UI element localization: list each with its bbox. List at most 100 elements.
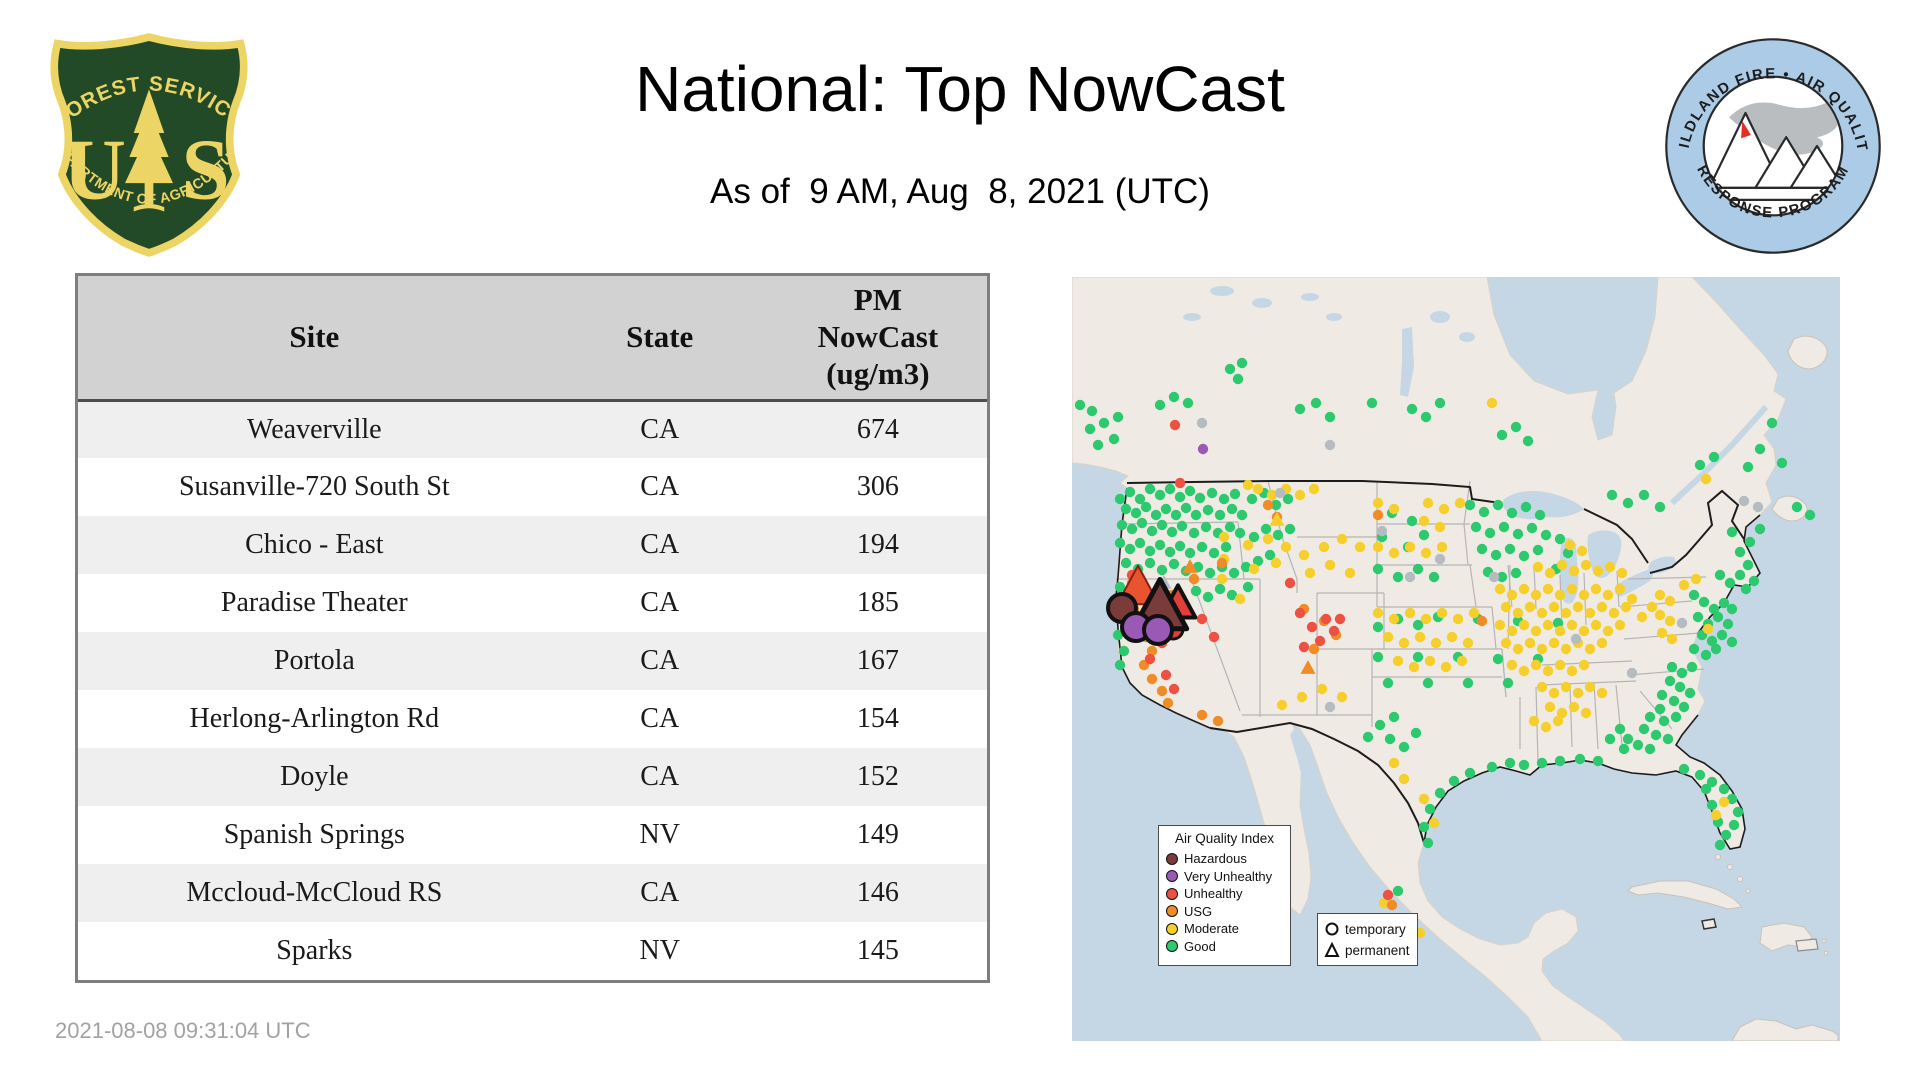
map-dot bbox=[1638, 723, 1650, 735]
site-cell: Spanish Springs bbox=[223, 819, 405, 850]
map-dot bbox=[1200, 521, 1212, 533]
map-dot bbox=[1404, 607, 1416, 619]
map-dot bbox=[1398, 741, 1410, 753]
map-dot bbox=[1334, 613, 1346, 625]
map-dot bbox=[1392, 571, 1404, 583]
map-triangle-dot bbox=[1182, 558, 1198, 573]
map-dot bbox=[1306, 621, 1318, 633]
map-dot bbox=[1654, 589, 1666, 601]
map-dot bbox=[1502, 677, 1514, 689]
map-dot bbox=[1560, 607, 1572, 619]
map-dot bbox=[1540, 529, 1552, 541]
map-dot bbox=[1496, 571, 1508, 583]
map-dot bbox=[1754, 523, 1766, 535]
map-dot bbox=[1548, 601, 1560, 613]
state-cell: NV bbox=[639, 819, 680, 850]
map-dot bbox=[1726, 793, 1738, 805]
aqi-legend-label: Unhealthy bbox=[1184, 886, 1243, 902]
map-dot bbox=[1314, 635, 1326, 647]
table-row: Doyle CA 152 bbox=[78, 748, 987, 806]
map-dot bbox=[1324, 559, 1336, 571]
map-dot bbox=[1218, 531, 1230, 543]
map-dot bbox=[1270, 557, 1282, 569]
map-dot bbox=[1776, 457, 1788, 469]
map-dot bbox=[1262, 499, 1274, 511]
aqi-legend: Air Quality Index Hazardous Very Unhealth… bbox=[1158, 825, 1291, 966]
map-dot bbox=[1700, 783, 1712, 795]
page-title: National: Top NowCast bbox=[635, 53, 1285, 125]
map-dot bbox=[1536, 643, 1548, 655]
map-dot bbox=[1766, 417, 1778, 429]
usg-swatch-icon bbox=[1166, 905, 1178, 918]
map-dot bbox=[1388, 503, 1400, 515]
map-dot bbox=[1120, 503, 1132, 515]
aqi-legend-item: Moderate bbox=[1166, 920, 1283, 938]
map-dot bbox=[1486, 397, 1498, 409]
site-cell: Susanville-720 South St bbox=[178, 471, 450, 502]
map-dot bbox=[1146, 645, 1158, 657]
aqi-legend-label: Good bbox=[1184, 938, 1216, 954]
map-dot bbox=[1622, 733, 1634, 745]
map-dot bbox=[1644, 711, 1656, 723]
map-dot bbox=[1536, 757, 1548, 769]
map-dot bbox=[1524, 601, 1536, 613]
map-dot bbox=[1596, 687, 1608, 699]
site-cell: Paradise Theater bbox=[220, 587, 408, 618]
map-dot bbox=[1170, 509, 1182, 521]
permanent-triangle-icon bbox=[1324, 942, 1340, 957]
map-dot bbox=[1700, 649, 1712, 661]
wfaqrp-badge: WILDLAND FIRE • AIR QUALITY RESPONSE PRO… bbox=[1655, 24, 1881, 254]
map-dot bbox=[1324, 411, 1336, 423]
map-dot bbox=[1726, 526, 1738, 538]
map-dot bbox=[1748, 575, 1760, 587]
map-dot bbox=[1504, 757, 1516, 769]
map-dot bbox=[1470, 521, 1482, 533]
map-dot bbox=[1168, 683, 1180, 695]
map-dot bbox=[1130, 507, 1142, 519]
map-dot bbox=[1112, 629, 1124, 641]
map-dot bbox=[1584, 681, 1596, 693]
map-dot bbox=[1568, 701, 1580, 713]
map-dot bbox=[1584, 643, 1596, 655]
table-row: Mccloud-McCloud RS CA 146 bbox=[78, 864, 987, 922]
map-dot bbox=[1156, 564, 1168, 576]
map-dot bbox=[1420, 547, 1432, 559]
map-dot bbox=[1740, 583, 1752, 595]
map-dot bbox=[1510, 421, 1522, 433]
map-dot bbox=[1702, 623, 1714, 635]
map-dot bbox=[1556, 559, 1568, 571]
map-dot bbox=[1252, 483, 1264, 495]
map-dot bbox=[1422, 837, 1434, 849]
map-dot bbox=[1654, 703, 1666, 715]
map-dot bbox=[1548, 687, 1560, 699]
map-dot bbox=[1536, 681, 1548, 693]
table-header-row: Site State PM NowCast (ug/m3) bbox=[78, 276, 987, 402]
map-dot bbox=[1726, 636, 1738, 648]
map-dot bbox=[1698, 596, 1710, 608]
map-dot bbox=[1422, 677, 1434, 689]
map-dot bbox=[1428, 571, 1440, 583]
map-dot bbox=[1566, 583, 1578, 595]
map-dot bbox=[1644, 743, 1656, 755]
map-dot bbox=[1212, 715, 1224, 727]
map-dot bbox=[1510, 567, 1522, 579]
map-dot bbox=[1398, 637, 1410, 649]
map-dot bbox=[1446, 631, 1458, 643]
value-cell: 145 bbox=[856, 935, 899, 966]
generated-timestamp: 2021-08-08 09:31:04 UTC bbox=[55, 1018, 311, 1043]
map-dot bbox=[1692, 611, 1704, 623]
map-dot bbox=[1404, 571, 1416, 583]
map-dot bbox=[1226, 503, 1238, 515]
map-dot bbox=[1512, 643, 1524, 655]
map-dot bbox=[1572, 601, 1584, 613]
value-cell: 185 bbox=[856, 587, 899, 618]
map-dot bbox=[1424, 655, 1436, 667]
aqi-legend-item: Hazardous bbox=[1166, 850, 1283, 868]
map-dot bbox=[1676, 617, 1688, 629]
map-dot bbox=[1150, 509, 1162, 521]
map-dot bbox=[1169, 419, 1181, 431]
map-dot bbox=[1566, 619, 1578, 631]
map-dot bbox=[1548, 637, 1560, 649]
value-cell: 149 bbox=[856, 819, 899, 850]
map-dot bbox=[1308, 643, 1320, 655]
